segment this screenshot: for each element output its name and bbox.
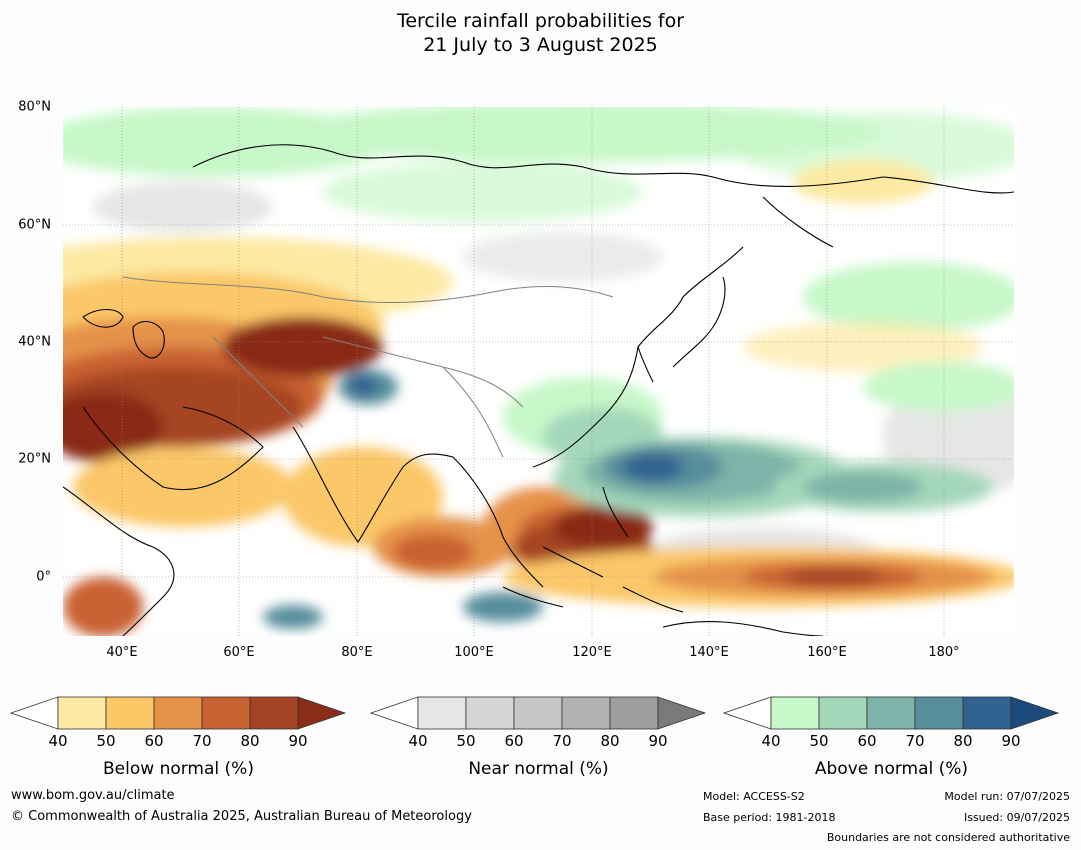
colorbar-below-normal <box>10 696 347 730</box>
probability-shading <box>63 107 1014 636</box>
tick-label: 90 <box>1001 732 1021 750</box>
copyright-text: © Commonwealth of Australia 2025, Austra… <box>11 809 472 824</box>
tick-label: 40 <box>48 732 68 750</box>
model-name: Model: ACCESS-S2 <box>703 790 805 803</box>
lon-label-160e: 160°E <box>807 645 847 660</box>
lat-label-40n: 40°N <box>18 334 51 350</box>
tick-label: 70 <box>905 732 925 750</box>
colorbar-max-extension <box>657 696 707 730</box>
tick-label: 60 <box>857 732 877 750</box>
colorbar-bin <box>609 696 659 730</box>
legend-title-above: Above normal (%) <box>814 759 969 779</box>
colorbar-bin <box>465 696 515 730</box>
model-run-date: Model run: 07/07/2025 <box>944 790 1070 803</box>
rainfall-probability-map <box>63 107 1014 636</box>
boundary-disclaimer: Boundaries are not considered authoritat… <box>826 831 1070 844</box>
legend-below-normal: 40 50 60 70 80 90 <box>10 696 347 750</box>
colorbar-ticks-near: 40 50 60 70 80 90 <box>370 732 707 750</box>
lon-label-120e: 120°E <box>572 645 612 660</box>
website-link[interactable]: www.bom.gov.au/climate <box>11 788 175 803</box>
legend-near-normal: 40 50 60 70 80 90 <box>370 696 707 750</box>
tick-label: 90 <box>288 732 308 750</box>
gridlines <box>63 107 1014 636</box>
colorbar-min-extension <box>370 696 419 730</box>
colorbar-ticks-above: 40 50 60 70 80 90 <box>723 732 1060 750</box>
colorbar-min-extension <box>723 696 772 730</box>
country-boundaries <box>122 276 614 458</box>
colorbar-min-extension <box>10 696 59 730</box>
colorbar-bin <box>770 696 820 730</box>
colorbar-bin <box>962 696 1012 730</box>
lat-label-80n: 80°N <box>18 99 51 115</box>
map-graphic <box>63 107 1014 636</box>
colorbar-bin <box>57 696 107 730</box>
colorbar-bin <box>105 696 155 730</box>
tick-label: 80 <box>953 732 973 750</box>
tick-label: 90 <box>648 732 668 750</box>
lon-label-80e: 80°E <box>341 645 373 660</box>
lon-label-60e: 60°E <box>223 645 255 660</box>
base-period: Base period: 1981-2018 <box>703 811 836 824</box>
coastlines <box>63 144 1014 636</box>
colorbar-bin <box>818 696 868 730</box>
colorbar-max-extension <box>297 696 347 730</box>
colorbar-bin <box>249 696 299 730</box>
tick-label: 50 <box>96 732 116 750</box>
colorbar-bin <box>561 696 611 730</box>
colorbar-ticks-below: 40 50 60 70 80 90 <box>10 732 347 750</box>
colorbar-above-normal <box>723 696 1060 730</box>
tick-label: 50 <box>456 732 476 750</box>
map-title: Tercile rainfall probabilities for 21 Ju… <box>0 9 1081 57</box>
lat-label-0: 0° <box>36 569 51 585</box>
tick-label: 70 <box>192 732 212 750</box>
lat-label-60n: 60°N <box>18 217 51 233</box>
tick-label: 80 <box>240 732 260 750</box>
lon-label-100e: 100°E <box>454 645 494 660</box>
lon-label-180: 180° <box>928 645 960 660</box>
tick-label: 50 <box>809 732 829 750</box>
legend-title-below: Below normal (%) <box>103 759 254 779</box>
tick-label: 80 <box>600 732 620 750</box>
legend-title-near: Near normal (%) <box>468 759 609 779</box>
legend-above-normal: 40 50 60 70 80 90 <box>723 696 1060 750</box>
tick-label: 60 <box>144 732 164 750</box>
colorbar-max-extension <box>1010 696 1060 730</box>
tick-label: 70 <box>552 732 572 750</box>
tick-label: 60 <box>504 732 524 750</box>
tick-label: 40 <box>761 732 781 750</box>
colorbar-bin <box>417 696 467 730</box>
tick-label: 40 <box>408 732 428 750</box>
title-line-1: Tercile rainfall probabilities for <box>396 10 685 32</box>
lon-label-140e: 140°E <box>689 645 729 660</box>
issued-date: Issued: 09/07/2025 <box>963 811 1070 824</box>
colorbar-bin <box>914 696 964 730</box>
title-line-2: 21 July to 3 August 2025 <box>423 34 658 56</box>
colorbar-near-normal <box>370 696 707 730</box>
colorbar-bin <box>153 696 203 730</box>
colorbar-bin <box>201 696 251 730</box>
colorbar-bin <box>866 696 916 730</box>
lat-label-20n: 20°N <box>18 451 51 467</box>
colorbar-bin <box>513 696 563 730</box>
lon-label-40e: 40°E <box>106 645 138 660</box>
